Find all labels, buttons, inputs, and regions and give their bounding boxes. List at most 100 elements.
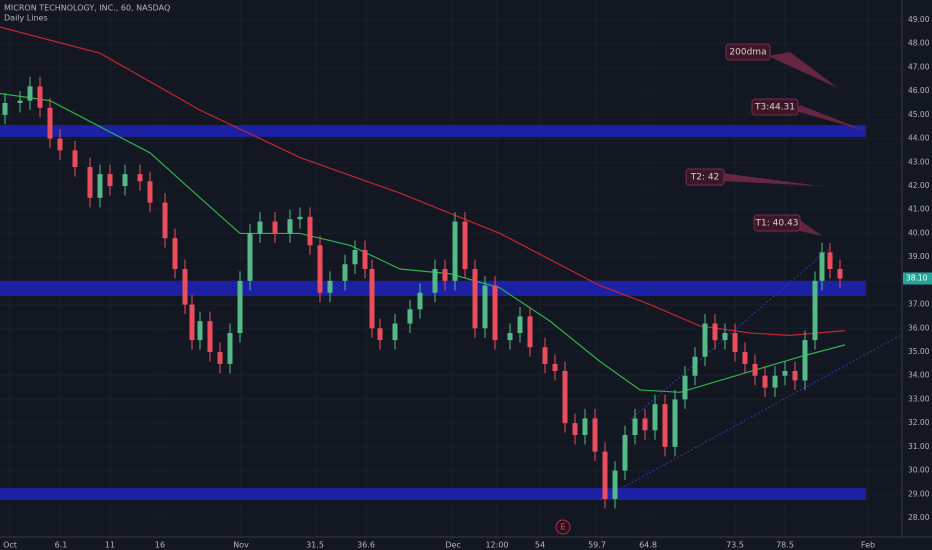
zone bbox=[0, 488, 866, 500]
moving-average-line bbox=[0, 92, 846, 393]
candle-body bbox=[342, 264, 348, 281]
x-tick-label: 6.1 bbox=[55, 541, 68, 550]
candle-body bbox=[227, 333, 233, 364]
candle-body bbox=[97, 174, 103, 198]
earnings-label: E bbox=[560, 523, 565, 532]
y-tick-label: 33.00 bbox=[908, 394, 930, 403]
moving-average-line bbox=[0, 26, 846, 337]
candle-body bbox=[257, 221, 263, 234]
candle-body bbox=[527, 316, 533, 348]
zone bbox=[0, 125, 866, 137]
candle-body bbox=[452, 221, 458, 281]
candle-body bbox=[147, 181, 153, 203]
candle-body bbox=[37, 86, 43, 108]
candle-body bbox=[392, 323, 398, 341]
candle-body bbox=[482, 285, 488, 329]
x-tick-label: Feb bbox=[861, 541, 875, 550]
candle-body bbox=[827, 252, 833, 269]
candle-body bbox=[682, 375, 688, 400]
moving-averages bbox=[0, 26, 846, 393]
callout-box bbox=[753, 214, 801, 232]
candle-body bbox=[217, 352, 223, 364]
y-tick-label: 47.00 bbox=[908, 62, 930, 71]
candle-body bbox=[732, 333, 738, 352]
candle-body bbox=[782, 370, 788, 376]
candle-body bbox=[287, 219, 293, 234]
candle-body bbox=[197, 321, 203, 341]
candle-body bbox=[572, 423, 578, 435]
candle-body bbox=[122, 174, 128, 186]
candle-body bbox=[492, 285, 498, 341]
candle-body bbox=[662, 404, 668, 447]
grid bbox=[0, 0, 902, 537]
x-tick-label: 59.7 bbox=[588, 541, 606, 550]
candle-body bbox=[592, 418, 598, 452]
candle-body bbox=[247, 233, 253, 281]
axes: 28.00 29.00 30.00 31.00 32.00 33.00 34.00 35.00… bbox=[3, 15, 932, 550]
y-tick-label: 30.00 bbox=[908, 466, 930, 475]
candle-body bbox=[552, 363, 558, 371]
candle-body bbox=[362, 250, 368, 269]
y-tick-label: 45.00 bbox=[908, 110, 930, 119]
candle-body bbox=[207, 321, 213, 352]
candle-body bbox=[672, 399, 678, 447]
x-tick-label: 36.6 bbox=[357, 541, 375, 550]
candle-body bbox=[562, 370, 568, 424]
candle-body bbox=[17, 100, 23, 103]
candle-body bbox=[762, 375, 768, 388]
x-tick-label: Nov bbox=[233, 541, 249, 550]
candle-body bbox=[272, 221, 278, 234]
candle-body bbox=[172, 238, 178, 269]
last-price-label: 38.10 bbox=[906, 273, 928, 282]
x-tick-label: 12:00 bbox=[485, 541, 508, 550]
callouts: 200dma T3:44.31 T2: 42 T1: 40.43 bbox=[685, 43, 866, 236]
candle-body bbox=[692, 356, 698, 376]
last-price-box bbox=[903, 272, 932, 285]
candle-body bbox=[542, 347, 548, 364]
y-tick-label: 46.00 bbox=[908, 86, 930, 95]
candle-body bbox=[307, 216, 313, 246]
y-tick-label: 32.00 bbox=[908, 418, 930, 427]
callout-label: 200dma bbox=[729, 48, 766, 58]
candle-body bbox=[819, 252, 825, 281]
y-tick-label: 42.00 bbox=[908, 181, 930, 190]
candle-body bbox=[327, 280, 333, 293]
candle-body bbox=[642, 418, 648, 431]
y-tick-label: 39.00 bbox=[908, 252, 930, 261]
candle-body bbox=[189, 304, 195, 341]
candle-body bbox=[47, 107, 53, 139]
candles bbox=[2, 76, 843, 509]
callout-box bbox=[751, 98, 799, 116]
candle-body bbox=[812, 280, 818, 341]
candle-body bbox=[442, 269, 448, 281]
candle-body bbox=[182, 269, 188, 305]
candle-body bbox=[792, 370, 798, 381]
y-tick-label: 43.00 bbox=[908, 157, 930, 166]
y-tick-label: 49.00 bbox=[908, 15, 930, 24]
candle-body bbox=[772, 375, 778, 388]
candle-body bbox=[137, 174, 143, 182]
candle-body bbox=[472, 269, 478, 329]
candle-body bbox=[369, 269, 375, 329]
candle-body bbox=[417, 292, 423, 310]
candle-body bbox=[432, 269, 438, 293]
callout-pointer bbox=[796, 220, 822, 236]
candle-body bbox=[652, 404, 658, 431]
x-tick-label: 16 bbox=[155, 541, 165, 550]
x-tick-label: 73.5 bbox=[726, 541, 744, 550]
y-tick-label: 28.00 bbox=[908, 513, 930, 522]
earnings-marker[interactable] bbox=[555, 519, 571, 535]
candle-body bbox=[622, 435, 628, 471]
x-tick-label: Dec bbox=[445, 541, 460, 550]
callout-box bbox=[725, 43, 771, 61]
candle-body bbox=[722, 333, 728, 341]
y-tick-label: 29.00 bbox=[908, 489, 930, 498]
x-tick-label: 64.8 bbox=[639, 541, 657, 550]
x-tick-label: 11 bbox=[105, 541, 115, 550]
callout-pointer bbox=[768, 52, 838, 88]
candle-body bbox=[612, 470, 618, 500]
candle-body bbox=[802, 340, 808, 381]
x-tick-label: 31.5 bbox=[306, 541, 324, 550]
